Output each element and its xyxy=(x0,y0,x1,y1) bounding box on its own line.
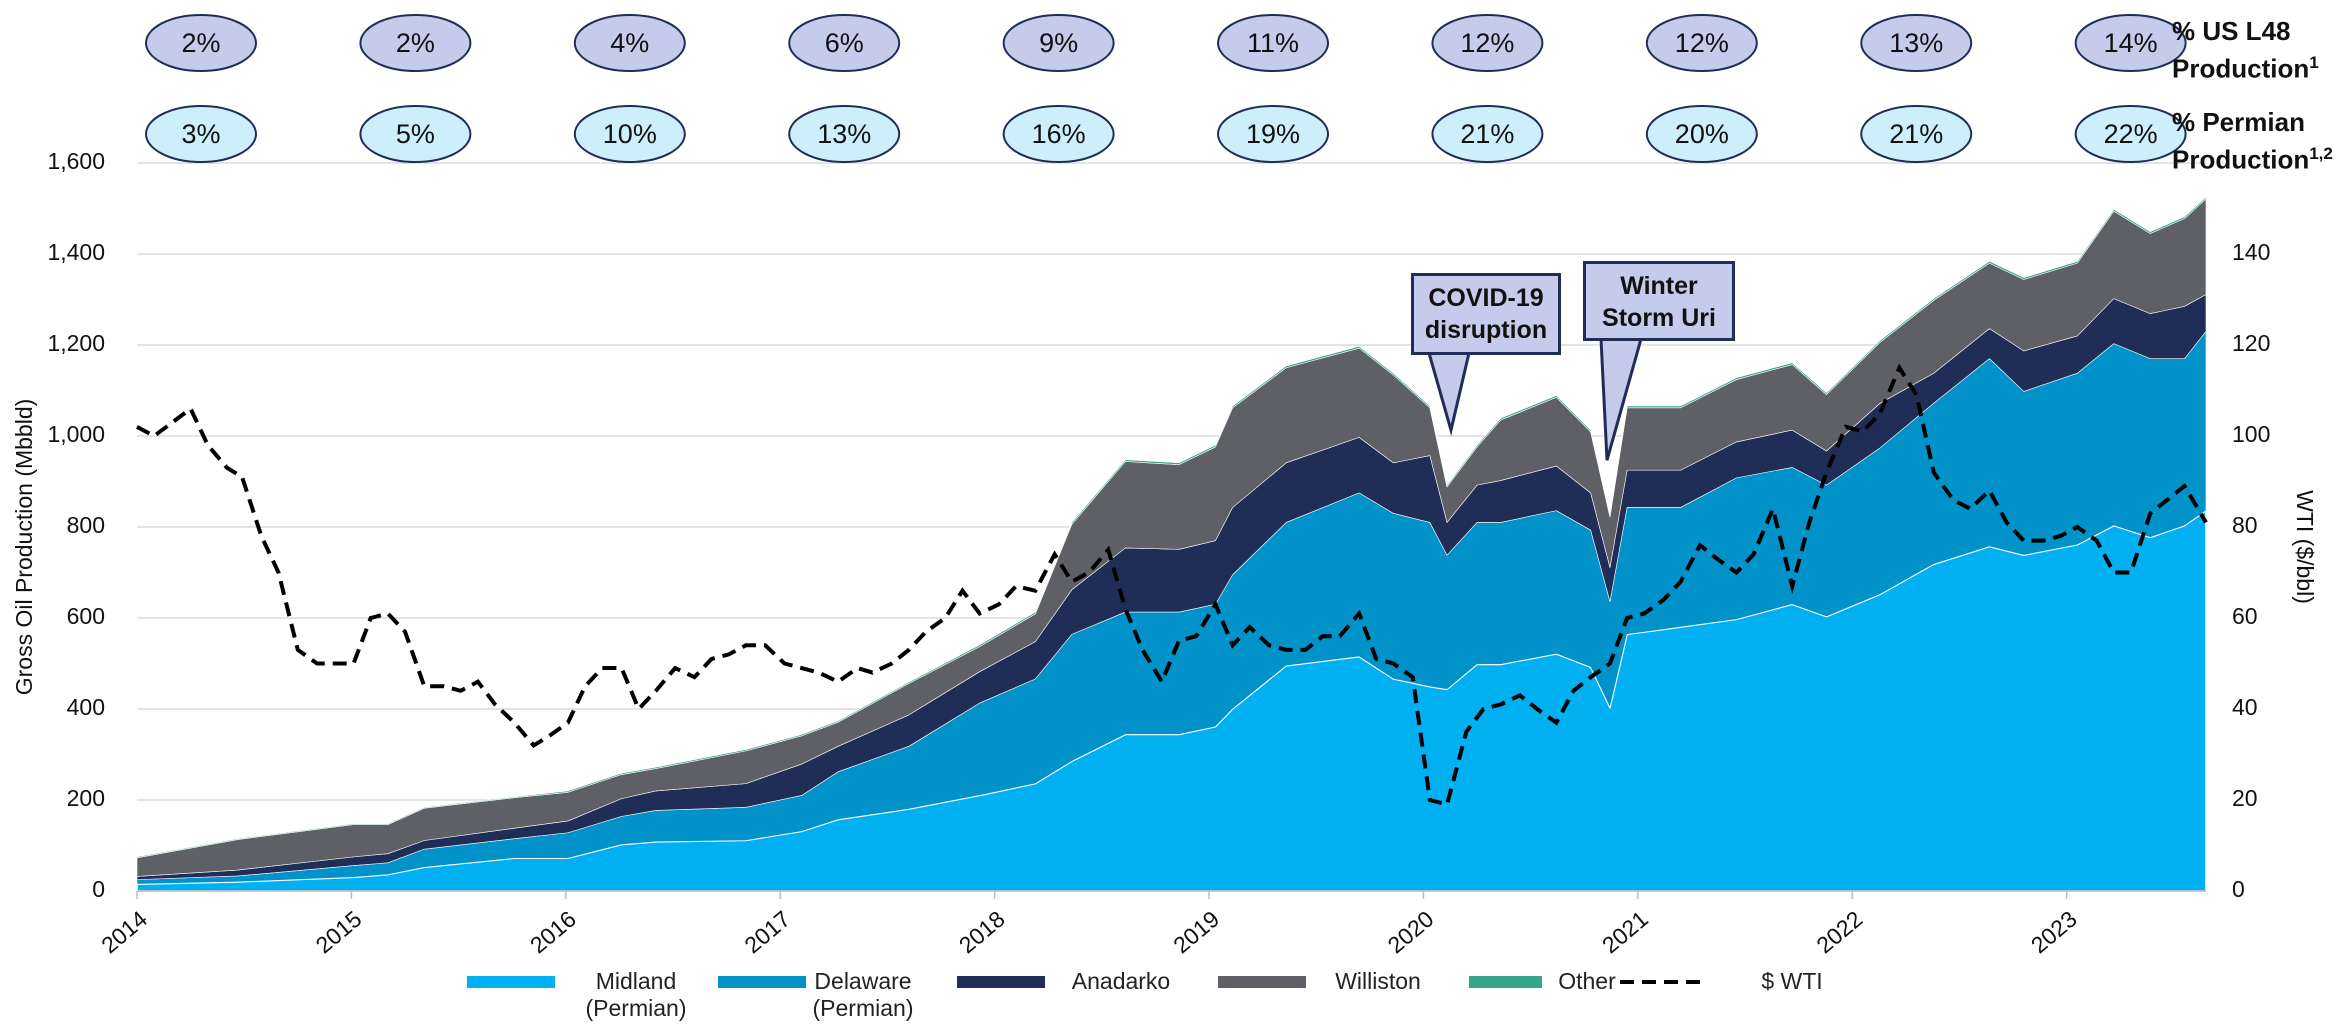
row-label-text: % Permian Production xyxy=(2172,107,2310,175)
y-tick-label: 1,200 xyxy=(47,330,105,356)
share-bubble xyxy=(1002,14,1115,72)
legend-swatch xyxy=(957,976,1045,988)
share-bubble xyxy=(573,14,686,72)
share-label: 4% xyxy=(610,28,649,58)
row-label: % US L48 Production1 xyxy=(2172,15,2341,85)
y-tick-label: 1,000 xyxy=(47,421,105,447)
legend-label: Midland (Permian) xyxy=(585,968,687,1021)
share-bubble xyxy=(359,14,472,72)
y-tick-label: 800 xyxy=(67,512,105,538)
callout-pointer xyxy=(1427,351,1471,437)
share-bubble xyxy=(1217,105,1330,163)
share-label: 3% xyxy=(181,119,220,149)
share-bubble xyxy=(1431,14,1544,72)
share-label: 2% xyxy=(396,28,435,58)
share-label: 21% xyxy=(1460,119,1514,149)
share-label: 20% xyxy=(1675,119,1729,149)
legend-swatch xyxy=(1218,976,1306,988)
y2-tick-label: 60 xyxy=(2232,603,2258,629)
share-bubble xyxy=(1002,105,1115,163)
legend-label: $ WTI xyxy=(1761,968,1823,994)
share-label: 11% xyxy=(1247,28,1299,58)
share-bubble xyxy=(788,105,901,163)
share-label: 10% xyxy=(603,119,657,149)
share-bubble xyxy=(1860,14,1973,72)
y-tick-label: 600 xyxy=(67,603,105,629)
y2-tick-label: 40 xyxy=(2232,694,2258,720)
share-bubble xyxy=(573,105,686,163)
y-tick-label: 0 xyxy=(92,876,105,902)
x-tick-label: 2019 xyxy=(1168,906,1224,959)
share-bubble xyxy=(788,14,901,72)
share-label: 14% xyxy=(2104,28,2158,58)
y2-axis-title: WTI ($/bbl) xyxy=(2292,490,2318,604)
y2-tick-label: 140 xyxy=(2232,239,2270,265)
share-bubble xyxy=(1645,14,1758,72)
annotation: Winter Storm Uri xyxy=(1583,261,1735,341)
legend-label: Delaware (Permian) xyxy=(812,968,914,1021)
x-tick-label: 2021 xyxy=(1597,906,1653,959)
share-bubble xyxy=(1860,105,1973,163)
share-label: 12% xyxy=(1460,28,1514,58)
share-label: 21% xyxy=(1889,119,1943,149)
y2-tick-label: 120 xyxy=(2232,330,2270,356)
share-bubble xyxy=(359,105,472,163)
share-bubble xyxy=(145,14,257,72)
x-tick-label: 2022 xyxy=(1811,906,1867,959)
legend-swatch xyxy=(718,976,806,988)
legend-label: Other xyxy=(1558,968,1616,994)
y2-tick-label: 20 xyxy=(2232,785,2258,811)
share-bubble xyxy=(2074,14,2187,72)
x-tick-label: 2020 xyxy=(1383,906,1439,959)
y2-tick-label: 0 xyxy=(2232,876,2245,902)
legend-swatch xyxy=(467,976,555,988)
legend-swatch xyxy=(1469,976,1542,988)
x-tick-label: 2014 xyxy=(96,905,152,958)
share-label: 16% xyxy=(1032,119,1086,149)
legend-label: Anadarko xyxy=(1071,968,1171,994)
share-bubble xyxy=(145,105,257,163)
annotation: COVID-19 disruption xyxy=(1411,273,1561,355)
share-label: 22% xyxy=(2104,119,2158,149)
y-tick-label: 1,600 xyxy=(47,148,105,174)
wti-line xyxy=(136,363,2208,807)
y-tick-label: 400 xyxy=(67,694,105,720)
row-label-sup: 1,2 xyxy=(2309,144,2333,163)
share-bubble xyxy=(1431,105,1544,163)
share-label: 2% xyxy=(181,28,220,58)
share-label: 9% xyxy=(1039,28,1078,58)
share-bubble xyxy=(1217,14,1330,72)
y2-tick-label: 80 xyxy=(2232,512,2258,538)
x-tick-label: 2016 xyxy=(525,906,581,959)
x-tick-label: 2017 xyxy=(739,906,795,959)
share-label: 5% xyxy=(396,119,435,149)
y-tick-label: 1,400 xyxy=(47,239,105,265)
row-label-text: % US L48 Production xyxy=(2172,16,2310,84)
share-label: 19% xyxy=(1246,119,1300,149)
x-tick-label: 2015 xyxy=(311,906,367,959)
y-axis-title: Gross Oil Production (Mbbld) xyxy=(11,399,37,696)
row-label: % Permian Production1,2 xyxy=(2172,106,2341,176)
y2-tick-label: 100 xyxy=(2232,421,2270,447)
area xyxy=(136,196,2207,859)
row-label-sup: 1 xyxy=(2309,53,2319,72)
legend-label: Williston xyxy=(1335,968,1421,994)
share-label: 13% xyxy=(817,119,871,149)
share-bubble xyxy=(1645,105,1758,163)
share-label: 12% xyxy=(1675,28,1729,58)
share-bubble xyxy=(2074,105,2187,163)
share-label: 6% xyxy=(825,28,864,58)
x-tick-label: 2023 xyxy=(2026,906,2082,959)
y-tick-label: 200 xyxy=(67,785,105,811)
share-label: 13% xyxy=(1889,28,1943,58)
x-tick-label: 2018 xyxy=(954,906,1010,959)
